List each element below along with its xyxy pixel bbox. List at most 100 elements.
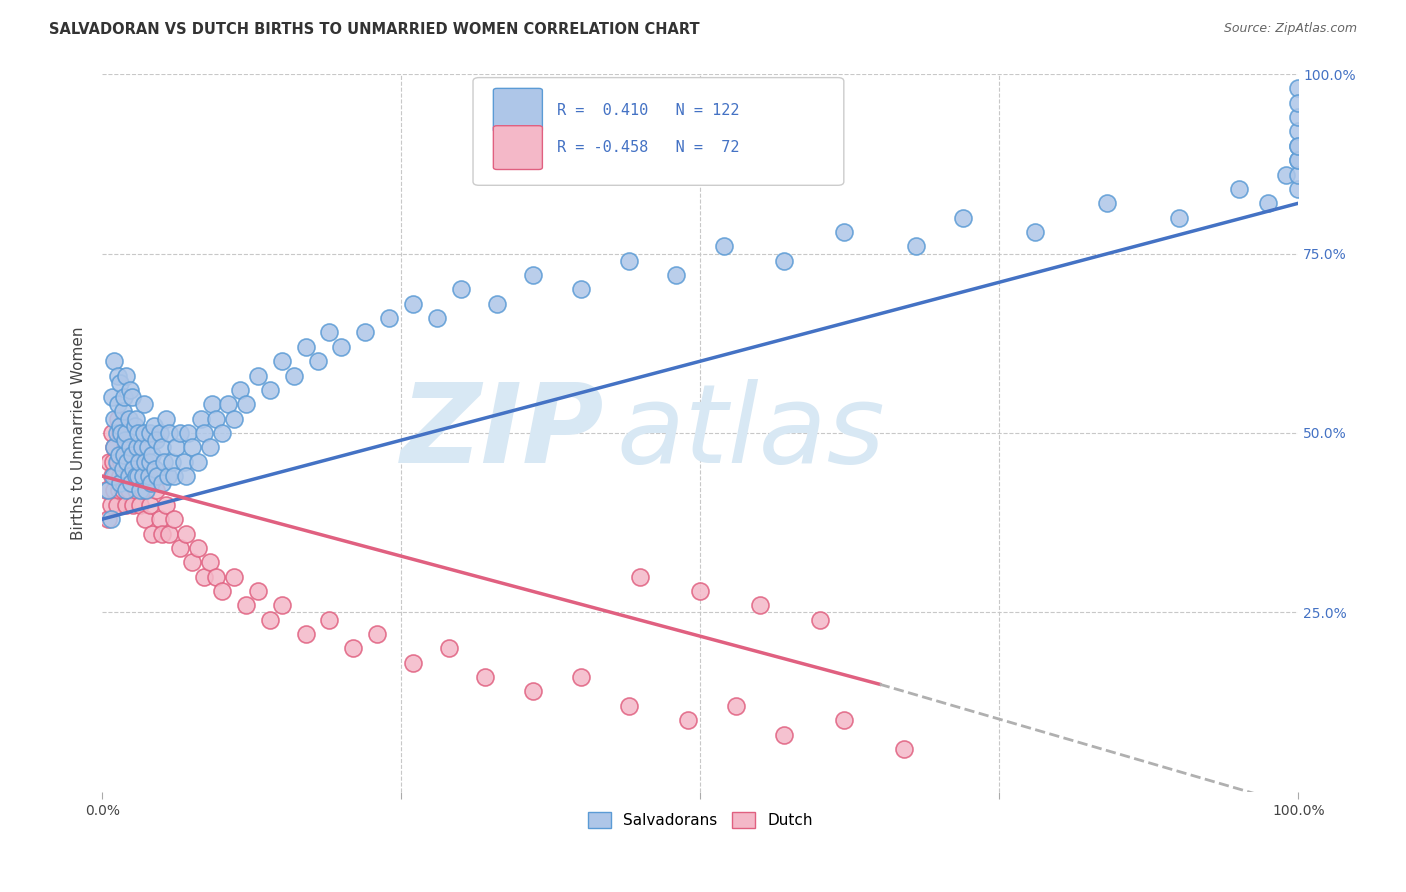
Point xyxy=(354,326,377,340)
FancyBboxPatch shape xyxy=(472,78,844,186)
Point xyxy=(211,583,233,598)
Point xyxy=(131,441,153,455)
Point xyxy=(163,469,186,483)
Point xyxy=(725,698,748,713)
Point xyxy=(157,425,180,440)
Point xyxy=(187,541,209,555)
Point xyxy=(173,455,195,469)
Point xyxy=(474,670,496,684)
FancyBboxPatch shape xyxy=(494,88,543,132)
Point xyxy=(678,713,700,727)
Point xyxy=(198,555,221,569)
Point xyxy=(378,311,401,326)
Point xyxy=(222,411,245,425)
Point xyxy=(689,583,711,598)
Point xyxy=(773,253,796,268)
Point xyxy=(832,225,855,239)
Point xyxy=(97,512,120,526)
Point xyxy=(103,441,125,455)
Point xyxy=(118,441,141,455)
Point xyxy=(294,627,316,641)
Point xyxy=(112,448,135,462)
Point xyxy=(129,498,152,512)
Point xyxy=(120,476,142,491)
Point xyxy=(132,397,155,411)
Text: Source: ZipAtlas.com: Source: ZipAtlas.com xyxy=(1223,22,1357,36)
Point xyxy=(617,698,640,713)
Text: R =  0.410   N = 122: R = 0.410 N = 122 xyxy=(557,103,740,118)
Point xyxy=(121,448,143,462)
Point xyxy=(125,469,148,483)
Point xyxy=(193,569,215,583)
Point xyxy=(139,498,162,512)
Point xyxy=(101,469,124,483)
Point xyxy=(155,411,177,425)
Point xyxy=(205,569,228,583)
Point xyxy=(108,418,131,433)
Point xyxy=(522,268,544,282)
Point xyxy=(105,425,128,440)
Point xyxy=(121,455,143,469)
Point xyxy=(149,512,172,526)
Point xyxy=(145,433,167,447)
Point xyxy=(1286,153,1309,168)
Point xyxy=(107,411,129,425)
Legend: Salvadorans, Dutch: Salvadorans, Dutch xyxy=(582,806,820,835)
Point xyxy=(139,455,162,469)
Point xyxy=(181,441,204,455)
Point xyxy=(103,483,125,498)
Point xyxy=(107,455,129,469)
Point xyxy=(201,397,224,411)
Point xyxy=(111,483,134,498)
Point xyxy=(187,455,209,469)
Point xyxy=(108,469,131,483)
Point xyxy=(1024,225,1046,239)
Point xyxy=(117,483,139,498)
FancyBboxPatch shape xyxy=(494,126,543,169)
Point xyxy=(749,599,772,613)
Point xyxy=(235,599,257,613)
Point xyxy=(205,411,228,425)
Point xyxy=(174,469,197,483)
Point xyxy=(402,297,425,311)
Point xyxy=(157,526,180,541)
Point xyxy=(117,455,139,469)
Point xyxy=(97,483,120,498)
Point xyxy=(103,354,125,368)
Point xyxy=(713,239,735,253)
Point xyxy=(128,455,150,469)
Point xyxy=(270,354,292,368)
Point xyxy=(132,483,155,498)
Point xyxy=(174,526,197,541)
Point xyxy=(101,455,124,469)
Point xyxy=(112,390,135,404)
Point xyxy=(832,713,855,727)
Point xyxy=(142,418,165,433)
Point xyxy=(193,425,215,440)
Point xyxy=(229,383,252,397)
Point xyxy=(104,469,127,483)
Point xyxy=(107,397,129,411)
Point xyxy=(122,498,145,512)
Point xyxy=(125,441,148,455)
Point xyxy=(115,368,138,383)
Point xyxy=(190,411,212,425)
Point xyxy=(569,282,592,296)
Point xyxy=(270,599,292,613)
Point xyxy=(107,368,129,383)
Point xyxy=(108,483,131,498)
Point xyxy=(150,441,173,455)
Point xyxy=(101,425,124,440)
Point xyxy=(111,404,134,418)
Point xyxy=(1095,196,1118,211)
Point xyxy=(1167,211,1189,225)
Point xyxy=(117,411,139,425)
Point xyxy=(893,742,915,756)
Point xyxy=(103,411,125,425)
Point xyxy=(134,455,156,469)
Point xyxy=(211,425,233,440)
Point xyxy=(246,583,269,598)
Point xyxy=(330,340,353,354)
Point xyxy=(773,727,796,741)
Point xyxy=(98,455,121,469)
